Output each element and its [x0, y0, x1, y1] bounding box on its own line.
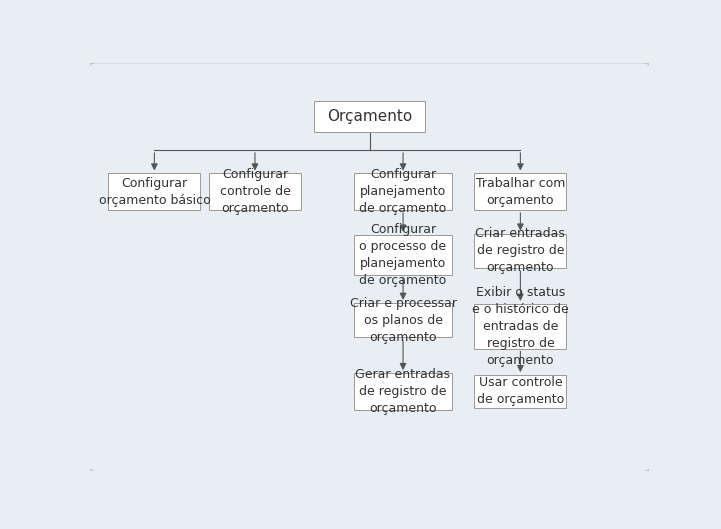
FancyBboxPatch shape	[89, 62, 650, 472]
Text: Criar entradas
de registro de
orçamento: Criar entradas de registro de orçamento	[475, 227, 565, 275]
Text: Configurar
orçamento básico: Configurar orçamento básico	[99, 177, 211, 207]
Text: Configurar
controle de
orçamento: Configurar controle de orçamento	[219, 168, 291, 215]
Bar	[354, 373, 452, 409]
Text: Gerar entradas
de registro de
orçamento: Gerar entradas de registro de orçamento	[355, 368, 451, 415]
Bar	[108, 174, 200, 210]
Text: Configurar
planejamento
de orçamento: Configurar planejamento de orçamento	[359, 168, 447, 215]
Bar	[474, 304, 567, 349]
Text: Trabalhar com
orçamento: Trabalhar com orçamento	[476, 177, 565, 207]
Bar	[354, 174, 452, 210]
Text: Usar controle
de orçamento: Usar controle de orçamento	[477, 376, 564, 406]
Bar	[209, 174, 301, 210]
Text: Criar e processar
os planos de
orçamento: Criar e processar os planos de orçamento	[350, 297, 456, 344]
Text: Orçamento: Orçamento	[327, 109, 412, 124]
Bar	[474, 375, 567, 408]
Bar	[474, 233, 567, 268]
Text: Exibir o status
e o histórico de
entradas de
registro de
orçamento: Exibir o status e o histórico de entrada…	[472, 286, 569, 367]
Bar	[474, 174, 567, 210]
Bar	[354, 234, 452, 275]
Bar	[314, 101, 425, 132]
Bar	[354, 303, 452, 338]
Text: Configurar
o processo de
planejamento
de orçamento: Configurar o processo de planejamento de…	[359, 223, 447, 287]
